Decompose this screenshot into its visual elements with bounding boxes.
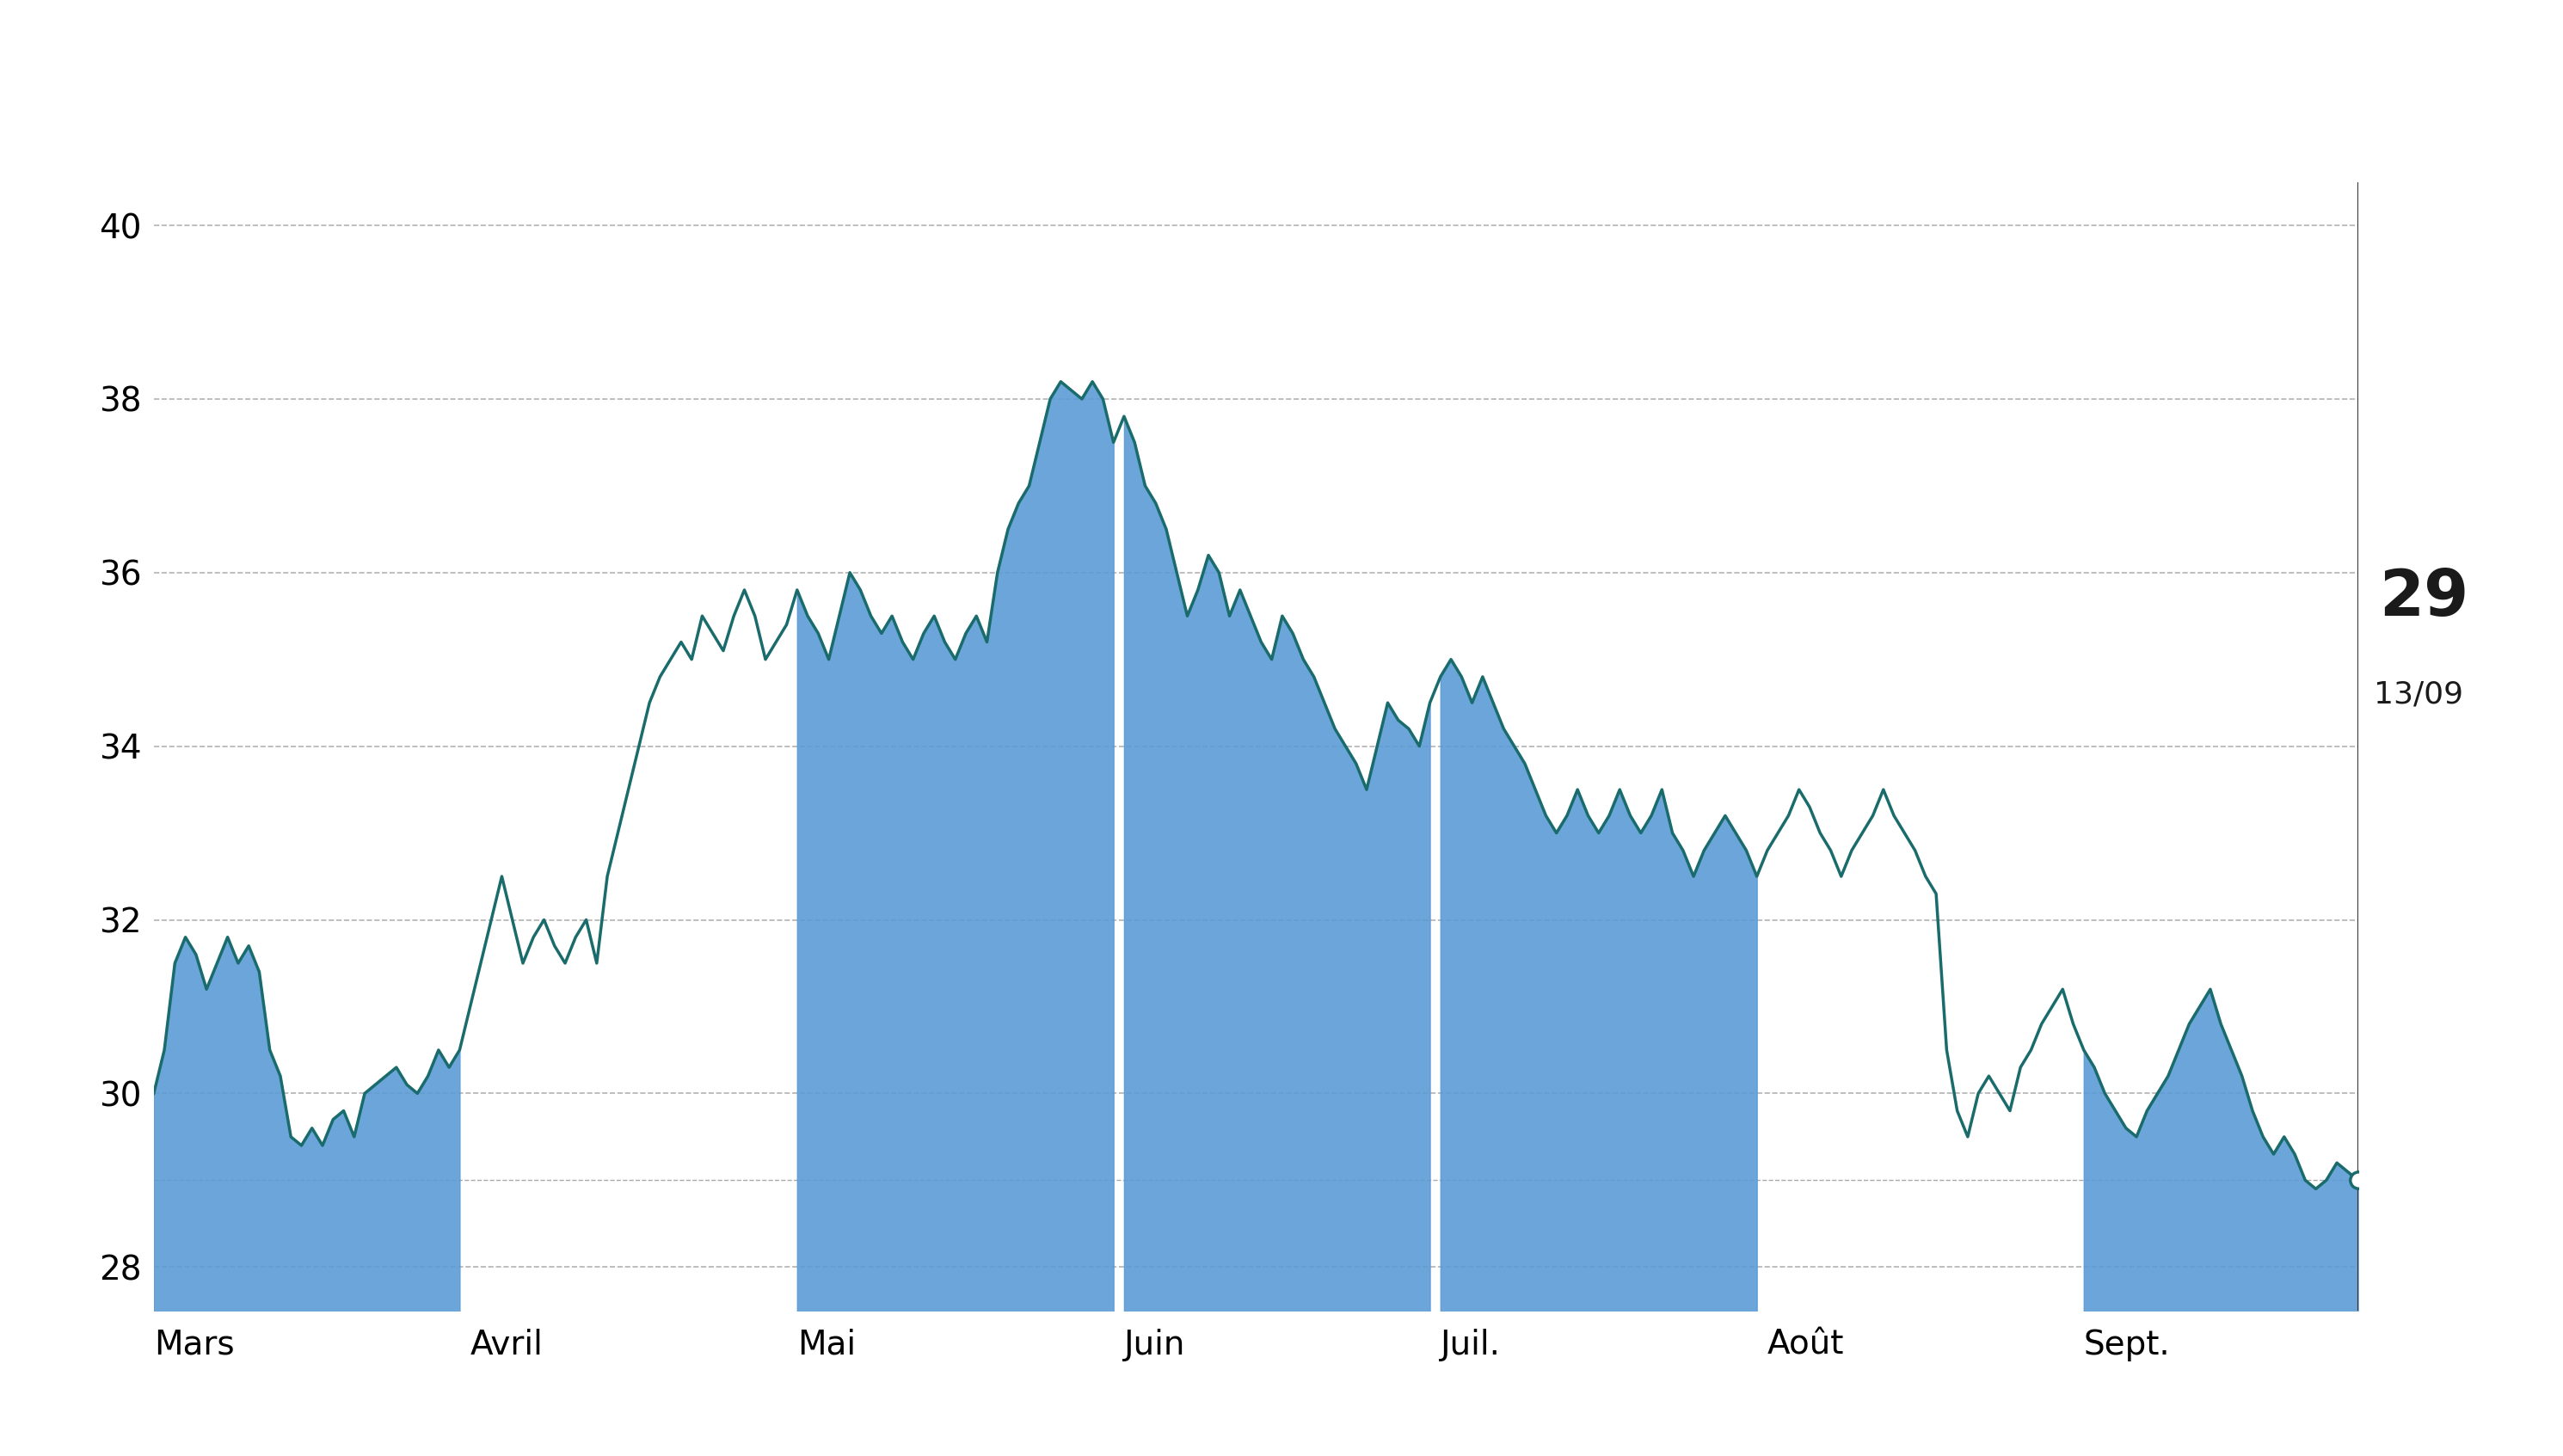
Text: IMERYS: IMERYS	[1100, 20, 1463, 103]
Text: 13/09: 13/09	[2373, 680, 2463, 709]
Text: 29: 29	[2378, 566, 2468, 630]
